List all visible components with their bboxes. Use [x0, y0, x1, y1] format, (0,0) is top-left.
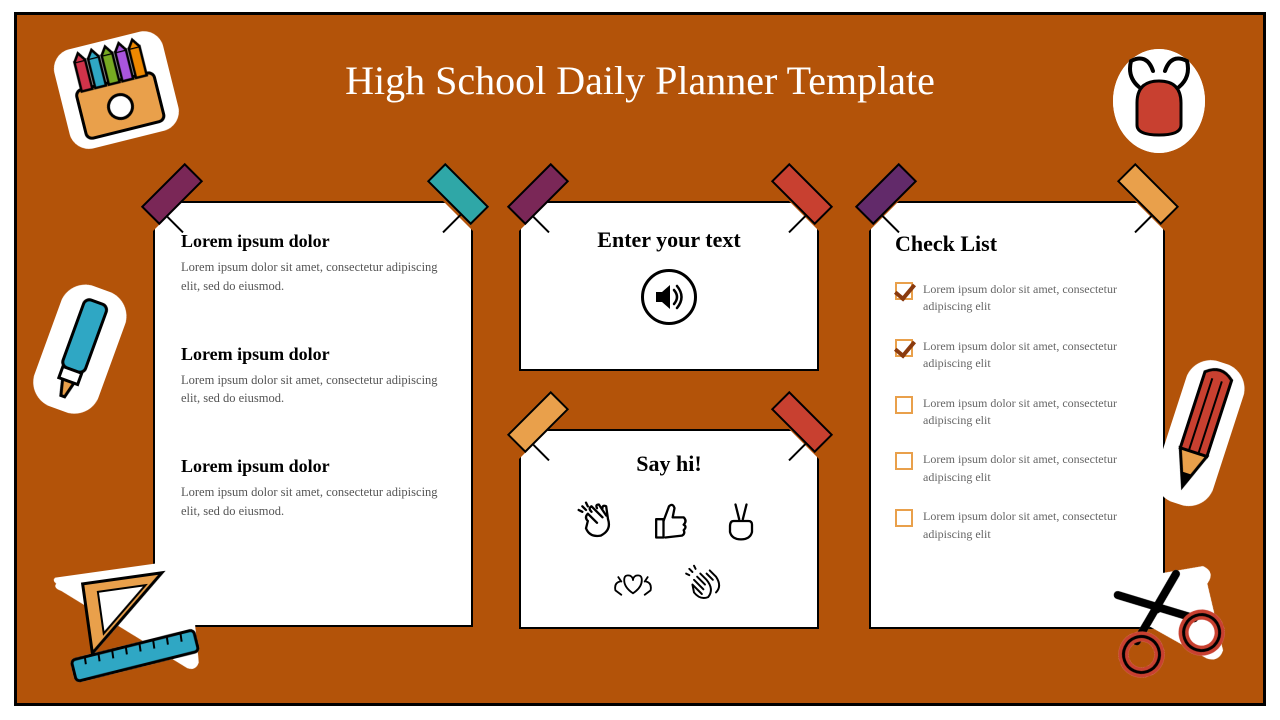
wave-hand-icon	[575, 499, 619, 543]
checklist-text: Lorem ipsum dolor sit amet, consectetur …	[923, 508, 1139, 543]
checklist-item: Lorem ipsum dolor sit amet, consectetur …	[895, 338, 1139, 373]
speaker-icon	[641, 269, 697, 325]
checklist-text: Lorem ipsum dolor sit amet, consectetur …	[923, 451, 1139, 486]
clap-hands-icon	[683, 561, 727, 605]
checkbox-icon[interactable]	[895, 339, 913, 357]
highlighter-sticker	[17, 270, 142, 434]
heart-hands-icon	[611, 561, 655, 605]
notes-panel: Lorem ipsum dolor Lorem ipsum dolor sit …	[153, 201, 473, 627]
binder-clip-sticker	[1109, 45, 1209, 160]
checklist-item: Lorem ipsum dolor sit amet, consectetur …	[895, 395, 1139, 430]
thumbs-up-icon	[647, 499, 691, 543]
crayons-sticker	[45, 22, 189, 163]
panel-heading: Enter your text	[521, 227, 817, 253]
page-title: High School Daily Planner Template	[17, 57, 1263, 104]
checklist-text: Lorem ipsum dolor sit amet, consectetur …	[923, 338, 1139, 373]
note-heading: Lorem ipsum dolor	[181, 456, 445, 477]
peace-hand-icon	[719, 499, 763, 543]
note-heading: Lorem ipsum dolor	[181, 231, 445, 252]
note-item: Lorem ipsum dolor Lorem ipsum dolor sit …	[181, 344, 445, 409]
slide-frame: High School Daily Planner Template	[14, 12, 1266, 706]
note-item: Lorem ipsum dolor Lorem ipsum dolor sit …	[181, 456, 445, 521]
checkbox-icon[interactable]	[895, 396, 913, 414]
note-body: Lorem ipsum dolor sit amet, consectetur …	[181, 371, 445, 409]
checklist-item: Lorem ipsum dolor sit amet, consectetur …	[895, 508, 1139, 543]
panel-heading: Say hi!	[521, 451, 817, 477]
checkbox-icon[interactable]	[895, 509, 913, 527]
checkbox-icon[interactable]	[895, 282, 913, 300]
note-body: Lorem ipsum dolor sit amet, consectetur …	[181, 258, 445, 296]
note-heading: Lorem ipsum dolor	[181, 344, 445, 365]
say-hi-panel: Say hi!	[519, 429, 819, 629]
checklist-text: Lorem ipsum dolor sit amet, consectetur …	[923, 281, 1139, 316]
checklist-item: Lorem ipsum dolor sit amet, consectetur …	[895, 451, 1139, 486]
checklist-item: Lorem ipsum dolor sit amet, consectetur …	[895, 281, 1139, 316]
text-entry-panel: Enter your text	[519, 201, 819, 371]
note-body: Lorem ipsum dolor sit amet, consectetur …	[181, 483, 445, 521]
checkbox-icon[interactable]	[895, 452, 913, 470]
checklist-text: Lorem ipsum dolor sit amet, consectetur …	[923, 395, 1139, 430]
checklist-heading: Check List	[895, 231, 1139, 257]
note-item: Lorem ipsum dolor Lorem ipsum dolor sit …	[181, 231, 445, 296]
ruler-triangle-sticker	[45, 554, 211, 699]
